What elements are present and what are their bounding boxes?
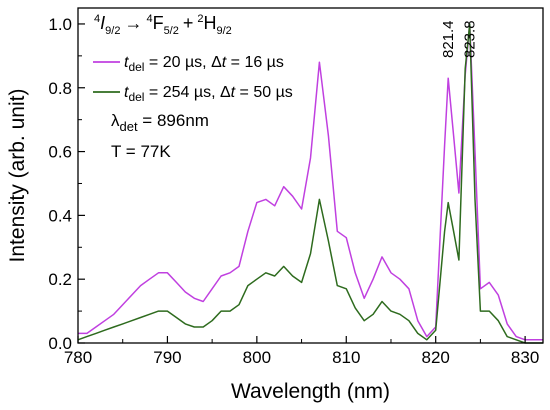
legend-2-delta: Δ — [220, 84, 231, 101]
y-axis-title: Intensity (arb. unit) — [6, 89, 29, 263]
lambda-value: = 896nm — [138, 111, 209, 130]
peak-label-821-4: 821.4 — [440, 20, 457, 58]
legend: tdel = 20 µs, Δt = 16 µs tdel = 254 µs, … — [93, 54, 293, 104]
x-tick-label: 790 — [153, 348, 181, 367]
legend-1-del: del — [128, 60, 144, 74]
y-tick-label: 0.4 — [48, 206, 72, 225]
x-tick-label: 830 — [511, 348, 539, 367]
title-F: F — [153, 13, 164, 33]
legend-1-t2: t — [222, 54, 227, 71]
series-layer — [77, 23, 543, 344]
y-tick-label: 0.8 — [48, 79, 72, 98]
x-axis-title: Wavelength (nm) — [231, 380, 390, 403]
detection-wavelength-note: λdet = 896nm — [111, 111, 209, 134]
title-sup-2: 2 — [197, 13, 203, 25]
y-tick-label: 0.2 — [48, 270, 72, 289]
title-sub-5-2: 5/2 — [164, 25, 179, 37]
series-line-2 — [77, 23, 543, 344]
legend-1-t: t — [124, 54, 129, 71]
title-sup-4a: 4 — [94, 13, 100, 25]
lambda-sub-det: det — [120, 119, 138, 134]
legend-2-t2: t — [231, 84, 236, 101]
title-sub-9-2a: 9/2 — [105, 25, 120, 37]
plot-frame — [77, 7, 544, 344]
title-H: H — [204, 13, 217, 33]
ticks-layer: 780 790 800 810 820 830 0.0 0.2 0.4 0.6 0.8 1.0 — [48, 15, 539, 367]
peak-label-823-8: 823.8 — [462, 20, 479, 58]
x-tick-label: 820 — [422, 348, 450, 367]
legend-1-delta: Δ — [211, 54, 222, 71]
legend-label-series-2: tdel = 254 µs, Δt = 50 µs — [124, 84, 293, 104]
temperature-note: T = 77K — [111, 142, 171, 161]
legend-1-end: = 16 µs — [226, 54, 284, 71]
title-plus: + — [183, 13, 194, 33]
legend-label-series-1: tdel = 20 µs, Δt = 16 µs — [124, 54, 284, 74]
x-tick-label: 780 — [64, 348, 92, 367]
y-tick-label: 0.6 — [48, 143, 72, 162]
title-I: I — [100, 13, 105, 33]
lambda-symbol: λ — [111, 111, 120, 130]
legend-2-t: t — [124, 84, 129, 101]
title-sup-4b: 4 — [146, 13, 152, 25]
y-tick-label: 1.0 — [48, 15, 72, 34]
legend-2-end: = 50 µs — [235, 84, 293, 101]
legend-2-mid: = 254 µs, — [144, 84, 219, 101]
legend-2-del: del — [128, 90, 144, 104]
legend-1-mid: = 20 µs, — [144, 54, 211, 71]
x-tick-label: 800 — [243, 348, 271, 367]
transition-title: 4I9/2 → 4F5/2 +2H9/2 — [94, 13, 232, 37]
y-tick-label: 0.0 — [48, 334, 72, 353]
x-tick-label: 810 — [332, 348, 360, 367]
title-arrow: → — [124, 13, 142, 33]
title-sub-9-2b: 9/2 — [217, 25, 232, 37]
